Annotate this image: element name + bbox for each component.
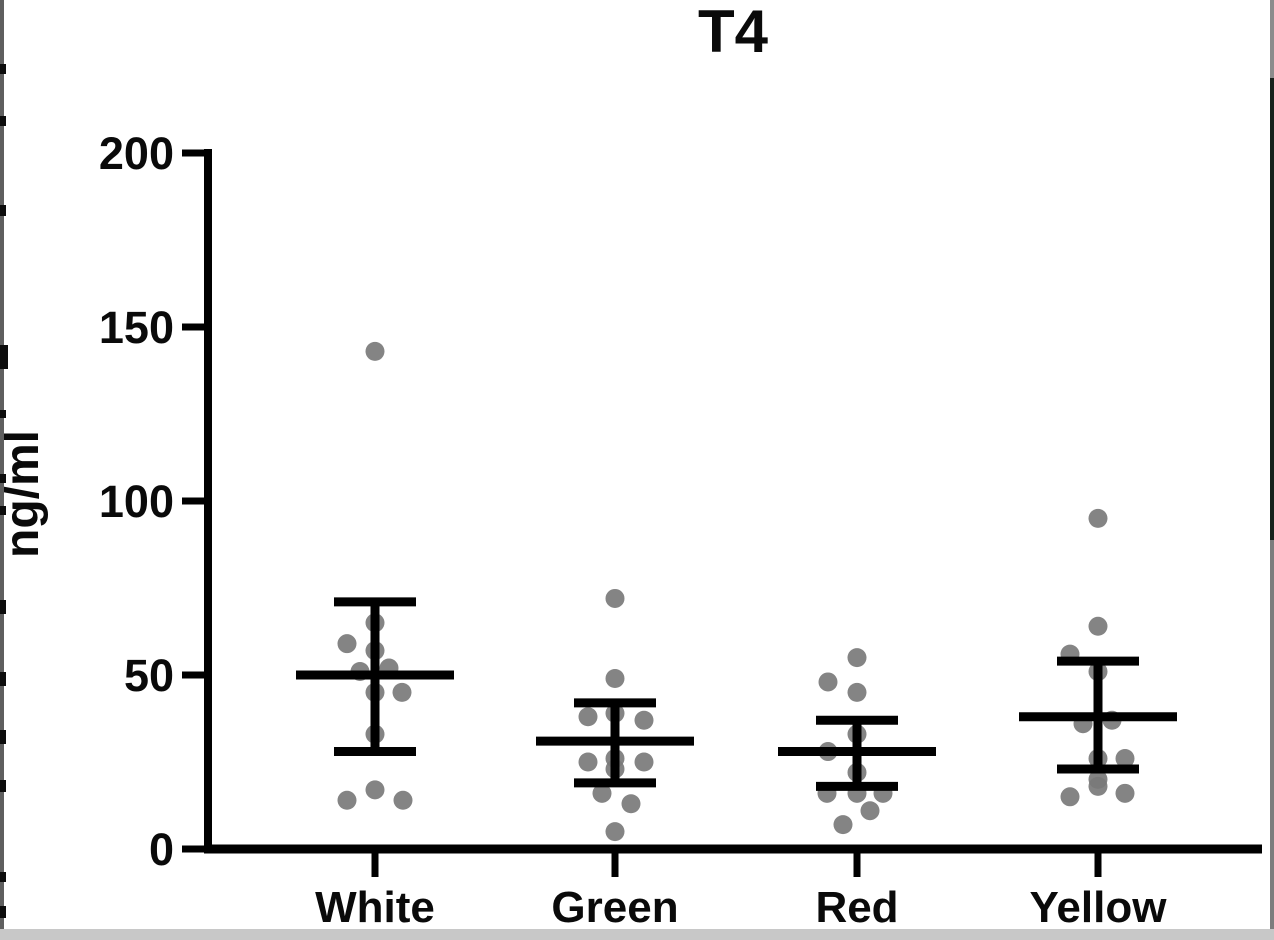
data-point-yellow bbox=[1088, 508, 1108, 528]
y-axis-label: ng/ml bbox=[0, 430, 49, 558]
left-crop-glyph-fragment bbox=[0, 780, 6, 792]
data-point-red bbox=[818, 672, 838, 692]
data-point-white bbox=[393, 790, 413, 810]
left-crop-glyph-fragment bbox=[0, 906, 6, 918]
y-tick-label: 200 bbox=[99, 128, 174, 179]
left-crop-glyph-fragment bbox=[0, 345, 8, 369]
x-category-label-red: Red bbox=[815, 883, 898, 932]
y-tick-label: 100 bbox=[99, 476, 174, 527]
plot-area: 0 50 100 150 200 White Green Red Yellow bbox=[99, 128, 1262, 932]
data-point-green bbox=[578, 752, 598, 772]
data-point-green bbox=[605, 588, 625, 608]
left-crop-glyph-fragment bbox=[0, 205, 6, 216]
y-tick-label: 150 bbox=[99, 302, 174, 353]
data-point-white bbox=[365, 780, 385, 800]
left-crop-glyph-fragment bbox=[0, 410, 6, 418]
data-point-yellow bbox=[1088, 776, 1108, 796]
data-point-yellow bbox=[1115, 749, 1135, 769]
data-point-green bbox=[592, 783, 612, 803]
data-point-green bbox=[605, 668, 625, 688]
data-point-green bbox=[634, 752, 654, 772]
left-crop-glyph-fragment bbox=[0, 730, 6, 744]
data-point-red bbox=[860, 801, 880, 821]
data-point-white bbox=[337, 790, 357, 810]
right-crop-artifact bbox=[1270, 78, 1274, 540]
chart-title: T4 bbox=[698, 0, 769, 65]
data-point-red bbox=[847, 682, 867, 702]
data-point-green bbox=[605, 822, 625, 842]
left-crop-glyph-fragment bbox=[0, 872, 6, 882]
data-point-white bbox=[337, 634, 357, 654]
right-crop-artifact bbox=[1270, 0, 1274, 78]
y-tick-label: 50 bbox=[124, 650, 174, 701]
data-point-yellow bbox=[1115, 783, 1135, 803]
data-point-yellow bbox=[1060, 787, 1080, 807]
data-point-red bbox=[833, 815, 853, 835]
data-point-white bbox=[392, 682, 412, 702]
left-crop-glyph-fragment bbox=[0, 506, 6, 515]
left-crop-glyph-fragment bbox=[0, 64, 6, 74]
data-point-green bbox=[578, 707, 598, 727]
x-category-label-green: Green bbox=[551, 883, 678, 932]
data-point-green bbox=[634, 710, 654, 730]
left-crop-glyph-fragment bbox=[0, 116, 6, 126]
y-tick-label: 0 bbox=[149, 824, 174, 875]
left-crop-glyph-fragment bbox=[0, 474, 6, 483]
bottom-crop-artifact bbox=[0, 929, 1274, 940]
data-point-green bbox=[621, 794, 641, 814]
left-crop-glyph-fragment bbox=[0, 672, 6, 686]
left-crop-artifact bbox=[0, 0, 4, 940]
data-point-yellow bbox=[1088, 616, 1108, 636]
right-crop-artifact bbox=[1270, 540, 1274, 940]
left-crop-glyph-fragment bbox=[0, 600, 6, 614]
data-point-white bbox=[365, 341, 385, 361]
x-category-label-white: White bbox=[315, 883, 435, 932]
x-category-label-yellow: Yellow bbox=[1030, 883, 1168, 932]
data-point-red bbox=[847, 648, 867, 668]
